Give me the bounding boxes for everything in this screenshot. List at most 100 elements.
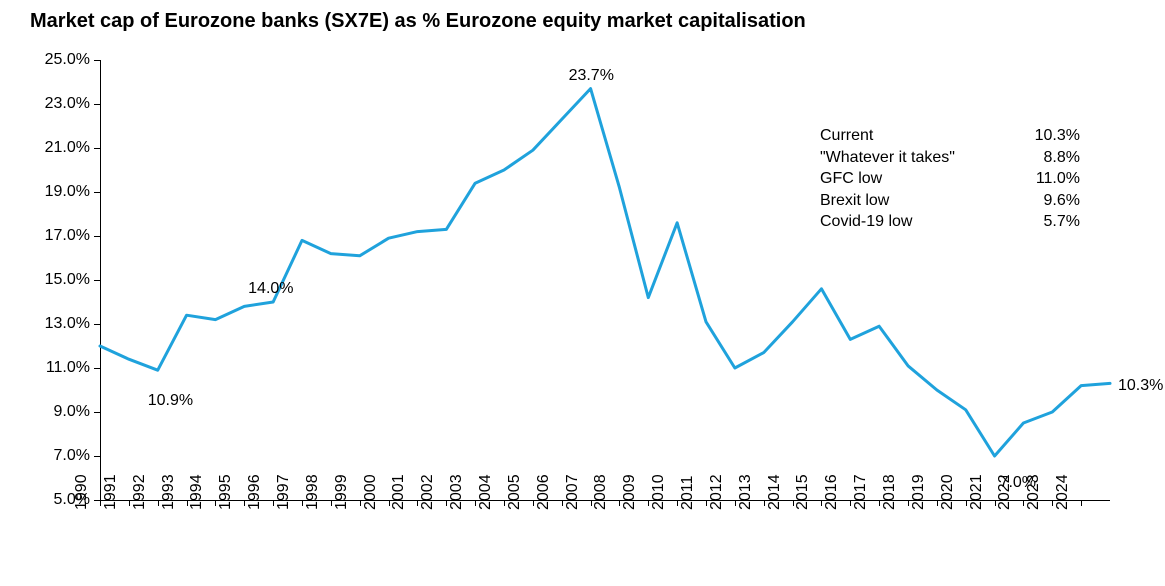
x-tick-mark [966,500,967,506]
x-tick-label: 2022 [996,474,1014,510]
info-label: GFC low [820,168,882,190]
x-tick-label: 1999 [333,474,351,510]
x-tick-mark [764,500,765,506]
info-row: Brexit low 9.6% [820,190,1080,212]
x-tick-label: 2016 [823,474,841,510]
y-tick-label: 19.0% [45,183,90,201]
chart-container: Market cap of Eurozone banks (SX7E) as %… [0,0,1165,586]
info-value: 11.0% [1036,168,1080,190]
data-point-label: 14.0% [248,280,293,298]
y-tick-label: 21.0% [45,139,90,157]
x-tick-mark [619,500,620,506]
x-axis: 1990199119921993199419951996199719981999… [100,510,1110,580]
x-tick-mark [706,500,707,506]
y-tick-label: 13.0% [45,315,90,333]
x-tick-mark [100,500,101,506]
info-row: GFC low 11.0% [820,168,1080,190]
data-point-label: 10.9% [148,392,193,410]
x-tick-label: 2005 [506,474,524,510]
x-tick-mark [1052,500,1053,506]
x-tick-mark [331,500,332,506]
info-label: Covid-19 low [820,211,912,233]
x-tick-label: 1995 [217,474,235,510]
x-tick-label: 2021 [968,474,986,510]
x-tick-mark [1023,500,1024,506]
x-tick-mark [187,500,188,506]
x-tick-label: 1992 [131,474,149,510]
y-tick-label: 25.0% [45,51,90,69]
info-label: Current [820,125,873,147]
x-tick-label: 2011 [679,476,697,510]
info-value: 5.7% [1044,211,1080,233]
x-tick-label: 2024 [1054,474,1072,510]
x-tick-mark [389,500,390,506]
x-tick-mark [1081,500,1082,506]
x-tick-label: 2023 [1025,474,1043,510]
x-tick-mark [850,500,851,506]
x-tick-label: 2009 [621,474,639,510]
x-tick-mark [677,500,678,506]
y-tick-label: 17.0% [45,227,90,245]
x-tick-label: 1998 [304,474,322,510]
x-tick-mark [937,500,938,506]
info-label: Brexit low [820,190,889,212]
y-axis: 5.0%7.0%9.0%11.0%13.0%15.0%17.0%19.0%21.… [0,60,95,500]
info-label: "Whatever it takes" [820,147,955,169]
data-point-label: 10.3% [1118,377,1163,395]
info-row: "Whatever it takes" 8.8% [820,147,1080,169]
x-tick-label: 1993 [160,474,178,510]
y-tick-label: 15.0% [45,271,90,289]
x-tick-mark [879,500,880,506]
x-tick-label: 1990 [73,474,91,510]
x-tick-mark [302,500,303,506]
x-tick-mark [273,500,274,506]
chart-title: Market cap of Eurozone banks (SX7E) as %… [30,10,806,33]
x-tick-label: 2007 [564,474,582,510]
info-row: Current 10.3% [820,125,1080,147]
x-tick-mark [562,500,563,506]
y-tick-label: 7.0% [54,447,90,465]
x-tick-mark [475,500,476,506]
info-value: 9.6% [1044,190,1080,212]
y-tick-label: 11.0% [46,359,90,377]
info-value: 8.8% [1044,147,1080,169]
info-box: Current10.3%"Whatever it takes"8.8%GFC l… [820,125,1080,233]
x-tick-label: 2004 [477,474,495,510]
x-tick-mark [360,500,361,506]
x-tick-label: 2019 [910,474,928,510]
x-tick-mark [995,500,996,506]
x-tick-mark [417,500,418,506]
data-point-label: 23.7% [569,67,614,85]
x-tick-mark [129,500,130,506]
y-tick-label: 23.0% [45,95,90,113]
x-tick-mark [533,500,534,506]
x-tick-label: 1997 [275,474,293,510]
x-tick-label: 2001 [390,474,408,510]
x-tick-label: 2018 [881,474,899,510]
x-tick-mark [648,500,649,506]
x-tick-mark [793,500,794,506]
y-tick-label: 9.0% [54,403,90,421]
x-tick-label: 1994 [188,474,206,510]
x-tick-mark [908,500,909,506]
x-tick-label: 2017 [852,474,870,510]
x-tick-label: 2010 [650,474,668,510]
x-tick-label: 2008 [592,474,610,510]
x-tick-mark [735,500,736,506]
x-tick-label: 2012 [708,474,726,510]
x-tick-mark [504,500,505,506]
info-value: 10.3% [1035,125,1080,147]
x-tick-mark [244,500,245,506]
x-tick-mark [158,500,159,506]
x-tick-label: 2014 [766,474,784,510]
info-row: Covid-19 low 5.7% [820,211,1080,233]
x-tick-label: 2006 [535,474,553,510]
x-tick-label: 2003 [448,474,466,510]
x-tick-label: 2000 [362,474,380,510]
x-tick-label: 2015 [794,474,812,510]
x-tick-mark [821,500,822,506]
x-tick-label: 2020 [939,474,957,510]
x-tick-mark [446,500,447,506]
x-tick-label: 1991 [102,474,120,510]
x-tick-mark [215,500,216,506]
